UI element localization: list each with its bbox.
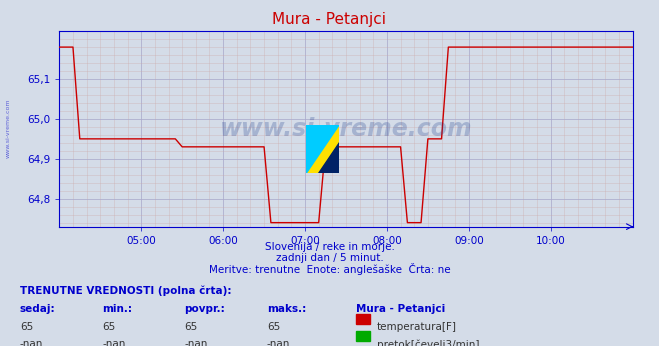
Text: temperatura[F]: temperatura[F] xyxy=(377,322,457,332)
Text: sedaj:: sedaj: xyxy=(20,304,55,315)
Text: min.:: min.: xyxy=(102,304,132,315)
Text: zadnji dan / 5 minut.: zadnji dan / 5 minut. xyxy=(275,253,384,263)
Text: -nan: -nan xyxy=(20,339,43,346)
Text: pretok[čevelj3/min]: pretok[čevelj3/min] xyxy=(377,339,480,346)
Polygon shape xyxy=(306,125,339,173)
Text: 65: 65 xyxy=(102,322,115,332)
Text: -nan: -nan xyxy=(185,339,208,346)
Text: povpr.:: povpr.: xyxy=(185,304,225,315)
Polygon shape xyxy=(306,125,339,173)
Text: -nan: -nan xyxy=(267,339,290,346)
Text: Mura - Petanjci: Mura - Petanjci xyxy=(273,12,386,27)
Text: -nan: -nan xyxy=(102,339,125,346)
Text: maks.:: maks.: xyxy=(267,304,306,315)
Text: www.si-vreme.com: www.si-vreme.com xyxy=(5,98,11,158)
Text: TRENUTNE VREDNOSTI (polna črta):: TRENUTNE VREDNOSTI (polna črta): xyxy=(20,285,231,296)
Text: Meritve: trenutne  Enote: anglešaške  Črta: ne: Meritve: trenutne Enote: anglešaške Črta… xyxy=(209,263,450,275)
Text: Slovenija / reke in morje.: Slovenija / reke in morje. xyxy=(264,242,395,252)
Text: 65: 65 xyxy=(20,322,33,332)
Text: 65: 65 xyxy=(267,322,280,332)
Text: www.si-vreme.com: www.si-vreme.com xyxy=(219,117,473,141)
Polygon shape xyxy=(318,142,339,173)
Text: 65: 65 xyxy=(185,322,198,332)
Text: Mura - Petanjci: Mura - Petanjci xyxy=(356,304,445,315)
